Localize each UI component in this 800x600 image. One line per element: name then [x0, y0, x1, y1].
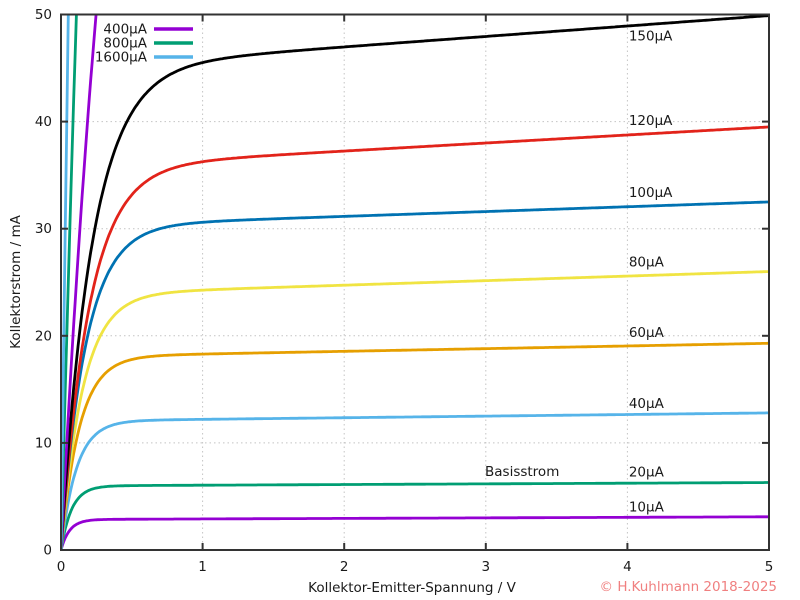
plot-border: [60, 13, 770, 551]
x-tick-label: 0: [57, 559, 66, 575]
curve-label-40µa: 40µA: [629, 396, 665, 412]
y-tick-label: 0: [43, 543, 52, 559]
gridlines: [61, 14, 769, 550]
curve-label-120µa: 120µA: [629, 113, 673, 129]
y-axis-label: Kollektorstrom / mA: [8, 215, 24, 349]
curve-label-150µa: 150µA: [629, 28, 673, 44]
curves: [61, 13, 769, 551]
curve-label-10µa: 10µA: [629, 500, 665, 516]
y-tick-label: 50: [35, 7, 52, 23]
curve-label-80µa: 80µA: [629, 254, 665, 270]
y-tick-label: 30: [35, 221, 52, 237]
x-tick-label: 1: [198, 559, 207, 575]
curve-80µa: [61, 270, 769, 551]
basisstrom-annotation: Basisstrom: [485, 464, 560, 480]
x-tick-label: 3: [482, 559, 491, 575]
y-tick-label: 10: [35, 435, 52, 451]
curve-120µa: [61, 125, 769, 551]
curve-labels: 10µA 20µA 40µA 60µA 80µA 100µA 120µA 150µA: [629, 28, 673, 515]
curve-40µa: [61, 411, 769, 551]
curve-150µa: [61, 14, 769, 551]
x-tick-label: 2: [340, 559, 349, 575]
curve-60µa: [61, 341, 769, 551]
curve-label-100µa: 100µA: [629, 185, 673, 201]
curve-label-60µa: 60µA: [629, 325, 665, 341]
curve-20µa: [61, 481, 769, 551]
curve-label-20µa: 20µA: [629, 464, 665, 480]
y-tick-label: 40: [35, 114, 52, 130]
y-tick-label: 20: [35, 328, 52, 344]
x-tick-label: 5: [765, 559, 774, 575]
legend-label-1600µa: 1600µA: [95, 50, 148, 66]
plot-frame: [60, 13, 770, 551]
x-axis-label: Kollektor-Emitter-Spannung / V: [308, 580, 516, 596]
x-tick-label: 4: [623, 559, 632, 575]
curve-10µa: [61, 515, 769, 551]
legend-label-400µa: 400µA: [103, 22, 147, 38]
copyright-notice: © H.Kuhlmann 2018-2025: [599, 579, 777, 595]
legend-label-800µa: 800µA: [103, 36, 147, 52]
curve-100µa: [61, 200, 769, 551]
